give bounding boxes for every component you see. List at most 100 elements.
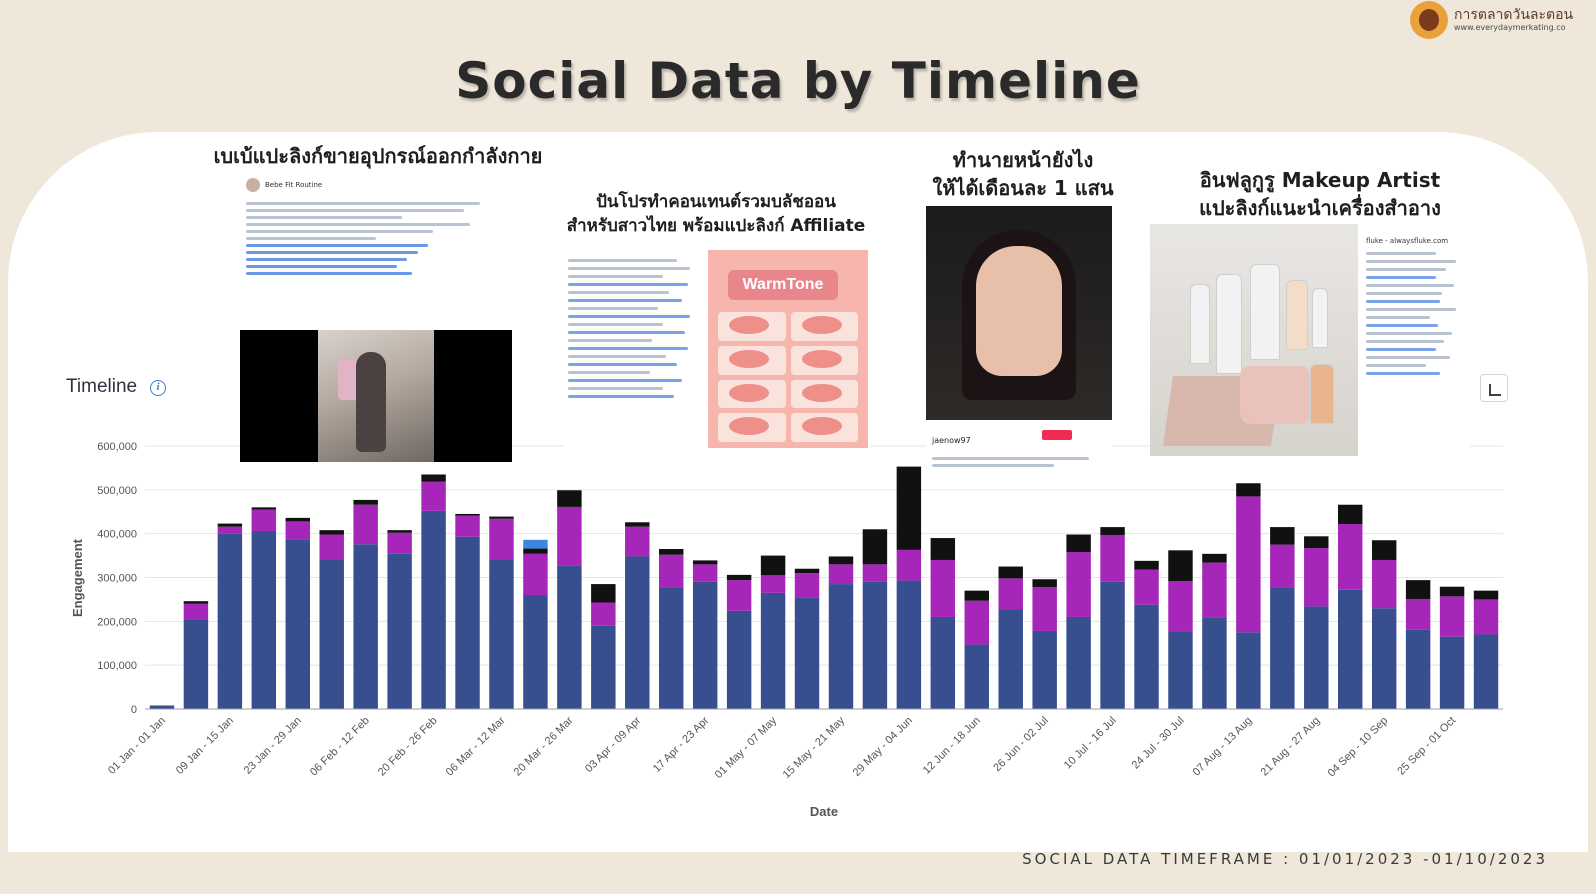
bar-segment: [1202, 553, 1227, 563]
annotation-makeup: อินฟลูกูรู Makeup Artist แปะลิงก์แนะนำเค…: [1160, 166, 1480, 223]
bar-segment: [828, 564, 854, 585]
post-video-thumbnail: [240, 330, 512, 462]
bar-segment: [1066, 534, 1091, 553]
bar-segment: [1439, 596, 1465, 637]
x-tick-label: 17 Apr - 23 Apr: [651, 714, 712, 775]
avatar: [246, 178, 260, 192]
bar-segment: [1236, 496, 1261, 633]
bar-segment: [828, 556, 854, 565]
bar-segment: [557, 506, 582, 566]
bar-segment: [557, 565, 582, 709]
bar-segment: [896, 466, 922, 550]
bar-segment: [251, 509, 277, 532]
bar-segment: [625, 526, 650, 557]
bar-segment: [659, 549, 684, 555]
x-tick-label: 10 Jul - 16 Jul: [1062, 715, 1119, 772]
y-tick-label: 600,000: [97, 441, 137, 453]
bar-segment: [794, 568, 820, 574]
tiktok-video-frame: [926, 206, 1112, 420]
bar-segment: [217, 526, 243, 534]
makeup-product-image: [1150, 224, 1358, 456]
bar-segment: [1473, 634, 1499, 709]
bar-segment: [692, 564, 718, 582]
bar-segment: [1304, 548, 1329, 607]
bar-segment: [625, 522, 650, 527]
bar-segment: [455, 536, 480, 709]
bar-segment: [353, 544, 378, 709]
bar-segment: [1134, 569, 1159, 605]
facebook-post-screenshot: Bebe Fit Routine: [240, 172, 512, 462]
brand-mascot-icon: [1410, 1, 1448, 39]
timeline-heading: Timeline: [66, 376, 138, 397]
info-icon[interactable]: i: [150, 380, 166, 396]
bar-segment: [930, 538, 956, 560]
bar-segment: [523, 595, 548, 709]
y-tick-label: 300,000: [97, 573, 137, 585]
bar-segment: [1236, 632, 1261, 709]
bar-segment: [726, 610, 752, 709]
blush-banner: WarmTone: [728, 270, 838, 300]
bar-segment: [183, 603, 209, 620]
bar-segment: [828, 584, 854, 709]
bar-segment: [998, 578, 1023, 610]
bar-segment: [387, 532, 412, 554]
bar-segment: [1270, 544, 1295, 588]
bar-segment: [251, 507, 277, 510]
x-tick-label: 04 Sep - 10 Sep: [1326, 715, 1391, 780]
post-author: fluke - alwaysfluke.com: [1366, 237, 1449, 245]
bar-segment: [1032, 630, 1057, 709]
bar-segment: [1202, 562, 1227, 618]
bar-segment: [285, 539, 310, 709]
bar-segment: [1473, 590, 1499, 600]
bar-segment: [183, 601, 209, 604]
bar-segment: [760, 555, 786, 576]
bar-segment: [930, 616, 956, 709]
bar-segment: [1473, 599, 1499, 635]
x-tick-label: 20 Feb - 26 Feb: [376, 715, 440, 779]
bar-segment: [1168, 581, 1193, 632]
bar-segment: [1134, 604, 1159, 709]
bar-segment: [1371, 540, 1397, 560]
annotation-fortune: ทำนายหน้ายังไง ให้ได้เดือนละ 1 แสน: [918, 146, 1128, 203]
bar-segment: [1066, 616, 1091, 709]
bar-segment: [421, 510, 446, 709]
annotation-text: ปันโปรทำคอนเทนต์รวมบลัชออน: [596, 192, 836, 212]
bar-segment: [217, 523, 243, 527]
x-tick-label: 06 Feb - 12 Feb: [308, 715, 372, 779]
bar-segment: [1338, 504, 1363, 525]
bar-segment: [523, 548, 548, 554]
bar-segment: [1100, 527, 1125, 535]
bar-segment: [1032, 587, 1057, 631]
bar-segment: [692, 560, 718, 565]
bar-segment: [1405, 580, 1431, 599]
annotation-fitness: เบเบ้แปะลิงก์ขายอุปกรณ์ออกกำลังกาย: [180, 142, 576, 170]
bar-segment: [489, 518, 514, 560]
bar-segment: [862, 564, 888, 582]
blush-product-image: WarmTone: [708, 250, 868, 448]
brand-url: www.everydaymerkating.co: [1454, 23, 1566, 33]
bar-segment: [726, 574, 752, 581]
bar-segment: [387, 530, 412, 533]
bar-segment: [1439, 586, 1465, 597]
x-tick-label: 01 Jan - 01 Jan: [106, 715, 168, 777]
annotation-text: อินฟลูกูรู Makeup Artist: [1199, 168, 1441, 192]
bar-segment: [1338, 589, 1363, 709]
bar-segment: [1338, 524, 1363, 590]
annotation-text: แปะลิงก์แนะนำเครื่องสำอาง: [1199, 196, 1441, 221]
bar-segment: [896, 549, 922, 581]
annotation-text: สำหรับสาวไทย พร้อมแปะลิงก์ Affiliate: [566, 216, 866, 237]
x-tick-label: 20 Mar - 26 Mar: [512, 714, 576, 778]
bar-segment: [1236, 483, 1261, 497]
bar-segment: [319, 530, 344, 535]
bar-segment: [455, 515, 480, 537]
bar-segment: [1439, 636, 1465, 709]
bar-segment: [319, 559, 344, 709]
bar-segment: [1100, 581, 1125, 709]
bar-segment: [523, 539, 548, 549]
bar-segment: [455, 513, 480, 516]
x-tick-label: 29 May - 04 Jun: [851, 715, 915, 779]
x-tick-label: 26 Jun - 02 Jul: [991, 715, 1051, 775]
chart-type-icon[interactable]: [1480, 374, 1508, 402]
bar-segment: [183, 619, 209, 709]
timeframe-footer: SOCIAL DATA TIMEFRAME : 01/01/2023 -01/1…: [1022, 850, 1548, 868]
